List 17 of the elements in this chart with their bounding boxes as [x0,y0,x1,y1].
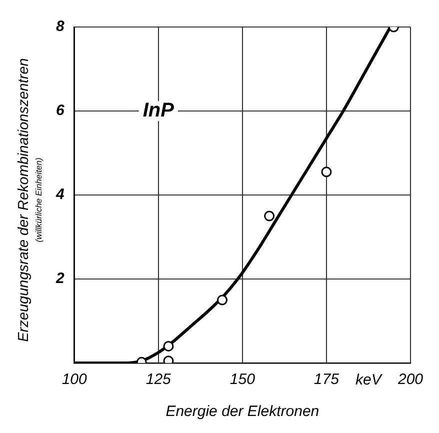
text: keV [356,372,384,389]
x-axis-title: Energie der Elektronen [166,403,320,420]
x-tick-label: 100 [62,371,88,388]
annotation: InP [142,100,175,122]
y-tick-label: 6 [56,102,65,120]
x-tick-label: 125 [146,371,172,388]
point [321,166,332,178]
y-axis-title: Erzeugungsrate der Rekombinationszentren (willkürliche Einheiten) [16,58,44,342]
x-tick-label: 175 [314,371,340,388]
y-tick-label: 8 [56,18,65,36]
point [163,340,174,352]
point [264,210,275,222]
x-tick-label: 150 [230,371,256,388]
y-tick-label: 2 [55,270,65,288]
x-tick-label: 200 [396,371,424,388]
point [216,294,228,306]
y-tick-label: 4 [55,186,65,204]
